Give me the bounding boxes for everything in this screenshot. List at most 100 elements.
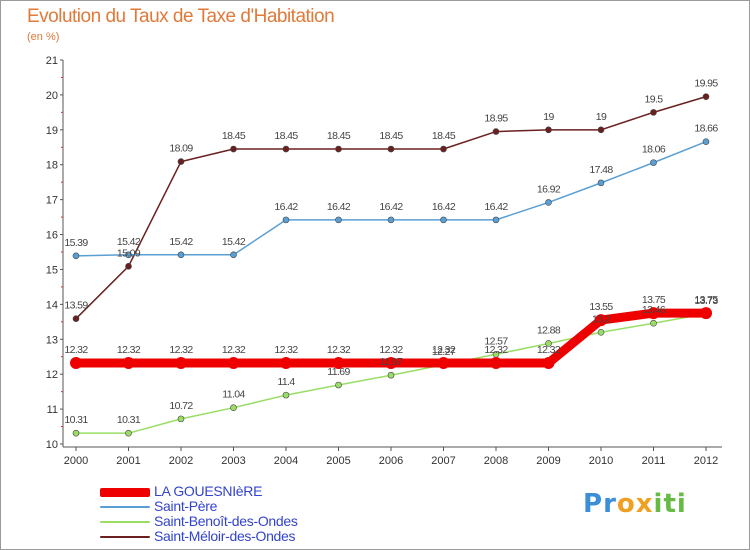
logo-letter: t [663, 489, 677, 519]
data-point [490, 357, 502, 370]
data-point [385, 357, 397, 370]
data-point [492, 128, 500, 135]
data-point [177, 158, 185, 165]
data-point [125, 251, 132, 259]
data-label: 16.42 [274, 201, 298, 213]
y-tick-label: 10 [46, 439, 58, 451]
data-point [492, 216, 500, 224]
legend-swatch [100, 536, 150, 538]
x-tick-label: 2006 [379, 455, 403, 467]
chart-title: Evolution du Taux de Taxe d'Habitation [27, 6, 335, 27]
data-label: 13.73 [694, 295, 718, 307]
data-label: 11.97 [380, 356, 403, 368]
data-point [545, 340, 552, 347]
data-label: 18.06 [642, 144, 666, 156]
x-tick-label: 2002 [169, 455, 193, 467]
data-point [387, 371, 395, 379]
data-point [545, 126, 552, 134]
data-point [650, 319, 657, 327]
x-tick-label: 2005 [326, 455, 350, 467]
legend-swatch [100, 506, 150, 508]
data-point [702, 93, 710, 100]
data-label: 12.32 [64, 344, 88, 356]
legend-swatch [100, 487, 150, 497]
y-tick-label: 21 [46, 55, 58, 67]
data-label: 12.32 [117, 344, 141, 356]
data-point [440, 216, 447, 224]
data-point [282, 391, 290, 399]
data-label: 15.42 [169, 236, 193, 248]
data-label: 12.32 [432, 344, 456, 356]
data-label: 18.45 [222, 130, 246, 142]
data-point [230, 145, 237, 153]
data-label: 13.2 [592, 313, 611, 325]
data-label: 18.45 [379, 130, 403, 142]
data-label: 13.75 [642, 294, 666, 306]
data-label: 12.32 [327, 344, 351, 356]
x-tick-label: 2007 [431, 455, 455, 467]
legend-label: Saint-Méloir-des-Ondes [154, 528, 296, 544]
data-label: 10.31 [64, 414, 88, 426]
data-point [597, 179, 605, 187]
y-tick-label: 17 [46, 195, 58, 207]
data-label: 19.5 [644, 93, 663, 105]
data-label: 18.45 [274, 130, 298, 142]
chart-unit: (en %) [27, 31, 60, 43]
data-point [332, 357, 345, 370]
legend-label: LA GOUESNIèRE [154, 483, 263, 499]
data-label: 18.09 [169, 143, 193, 155]
data-label: 19 [596, 111, 607, 123]
x-tick-label: 2012 [694, 455, 718, 467]
data-point [387, 216, 395, 224]
data-point [122, 357, 135, 370]
x-tick-label: 2004 [274, 455, 298, 467]
data-label: 10.31 [117, 414, 141, 426]
data-point [700, 307, 712, 320]
y-tick-label: 18 [46, 160, 58, 172]
x-tick-label: 2008 [484, 455, 508, 467]
data-label: 12.57 [484, 335, 508, 347]
data-point [72, 252, 80, 260]
data-point [335, 145, 342, 153]
data-point [387, 145, 395, 153]
data-label: 15.09 [117, 247, 141, 259]
data-point [227, 357, 240, 370]
data-label: 12.88 [537, 324, 561, 336]
data-label: 19 [543, 111, 554, 123]
data-label: 15.42 [117, 236, 141, 248]
data-point [335, 216, 342, 224]
data-label: 11.04 [222, 389, 245, 401]
data-label: 18.66 [694, 123, 718, 135]
x-tick-label: 2010 [589, 455, 613, 467]
data-point [177, 251, 185, 259]
data-point [70, 357, 82, 370]
x-tick-label: 2009 [536, 455, 560, 467]
data-labels: 12.32 12.32 12.32 12.32 12.32 12.32 12.32 12.32… [64, 78, 719, 427]
data-point [595, 314, 607, 327]
data-label: 12.32 [222, 344, 246, 356]
x-tick-label: 2001 [116, 455, 140, 467]
data-label: 15.39 [64, 237, 88, 249]
data-point [72, 315, 80, 322]
data-label: 17.48 [589, 164, 613, 176]
data-point [230, 251, 237, 259]
data-label: 13.75 [694, 294, 718, 306]
x-tick-label: 2003 [221, 455, 245, 467]
data-label: 15.42 [222, 236, 246, 248]
data-label: 13.55 [589, 301, 613, 313]
data-label: 13.46 [642, 304, 666, 316]
legend-label: Saint-Benoît-des-Ondes [154, 513, 298, 529]
data-point [282, 145, 290, 153]
data-label: 12.32 [484, 344, 508, 356]
data-point [597, 126, 605, 134]
data-label: 11.4 [277, 376, 295, 388]
data-label: 12.32 [537, 344, 561, 356]
y-tick-label: 13 [46, 334, 58, 346]
legend-label: Saint-Père [154, 498, 218, 514]
data-point [542, 357, 555, 370]
logo-letter: i [676, 489, 687, 519]
data-point [72, 429, 80, 437]
axes: 10 11 12 13 14 15 16 17 18 19 20 21 2000 2001 2002 2003… [46, 55, 722, 467]
data-point [647, 307, 660, 320]
